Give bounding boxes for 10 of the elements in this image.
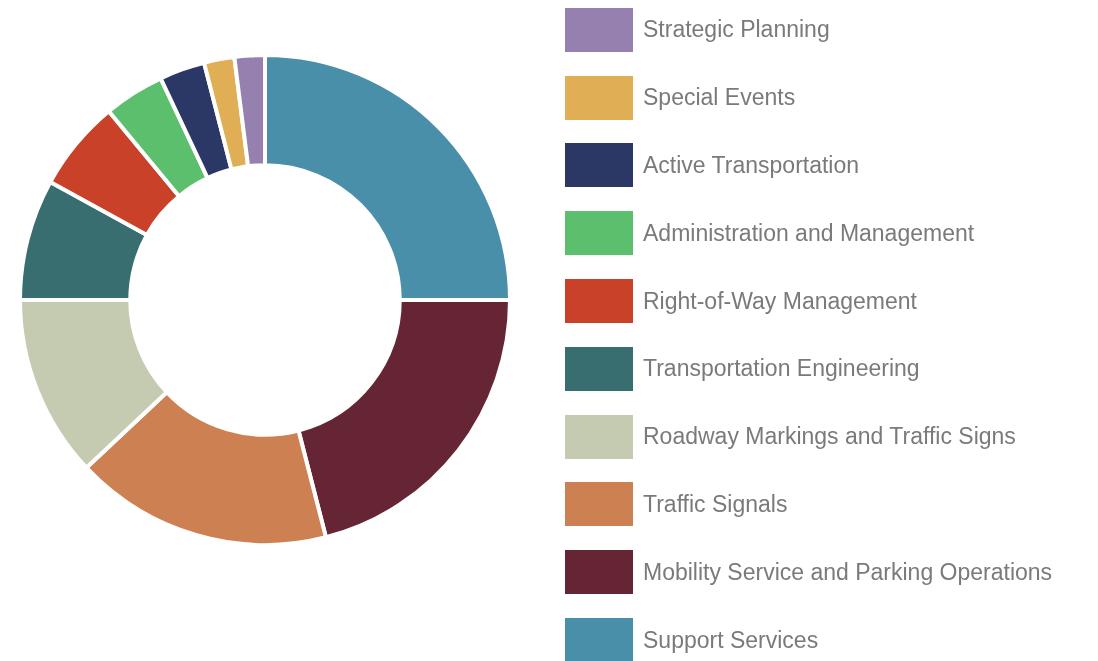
legend-label: Right-of-Way Management [643,287,917,315]
legend-label: Transportation Engineering [643,355,920,383]
legend-label: Active Transportation [643,151,860,179]
legend-label: Strategic Planning [643,16,830,44]
legend-label: Traffic Signals [643,490,788,518]
legend-label: Special Events [643,84,796,112]
legend-label: Administration and Management [643,219,975,247]
legend-label: Support Services [643,626,819,654]
legend-label: Mobility Service and Parking Operations [643,558,1053,586]
legend-label: Roadway Markings and Traffic Signs [643,423,1016,451]
